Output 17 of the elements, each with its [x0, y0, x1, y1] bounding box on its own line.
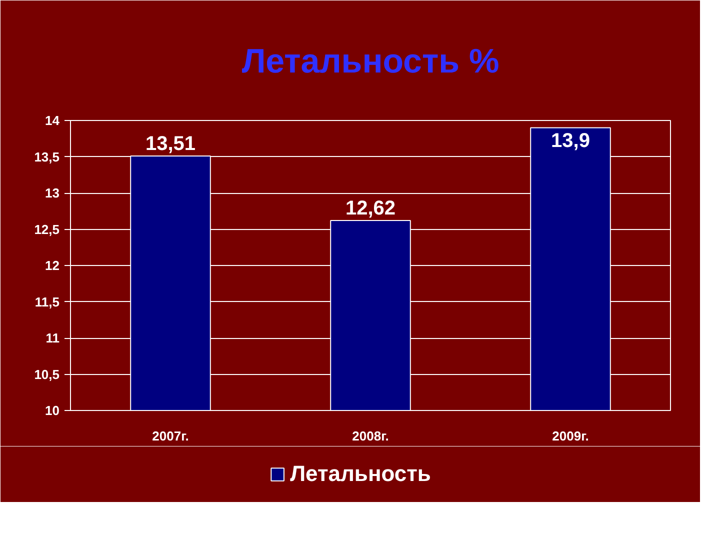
legend-label: Летальность	[290, 461, 431, 487]
y-tick-label: 11,5	[34, 294, 60, 310]
y-tick-label: 10,5	[34, 366, 60, 382]
x-tick-label: 2008г.	[352, 428, 389, 444]
x-tick-label: 2007г.	[152, 428, 189, 444]
x-tick-label: 2009г.	[552, 428, 589, 444]
chart-title: Летальность %	[242, 42, 500, 80]
y-tick-label: 13,5	[34, 149, 60, 164]
data-label: 12,62	[345, 198, 396, 220]
y-tick-label: 11	[46, 330, 60, 346]
y-tick-label: 12	[45, 258, 60, 273]
data-label: 13,9	[551, 130, 590, 152]
y-tick-label: 13	[45, 186, 60, 200]
data-label: 13,51	[145, 133, 196, 156]
y-tick-label: 14	[45, 113, 60, 128]
y-tick-label: 10	[45, 403, 60, 418]
y-tick-label: 12,5	[34, 222, 60, 237]
